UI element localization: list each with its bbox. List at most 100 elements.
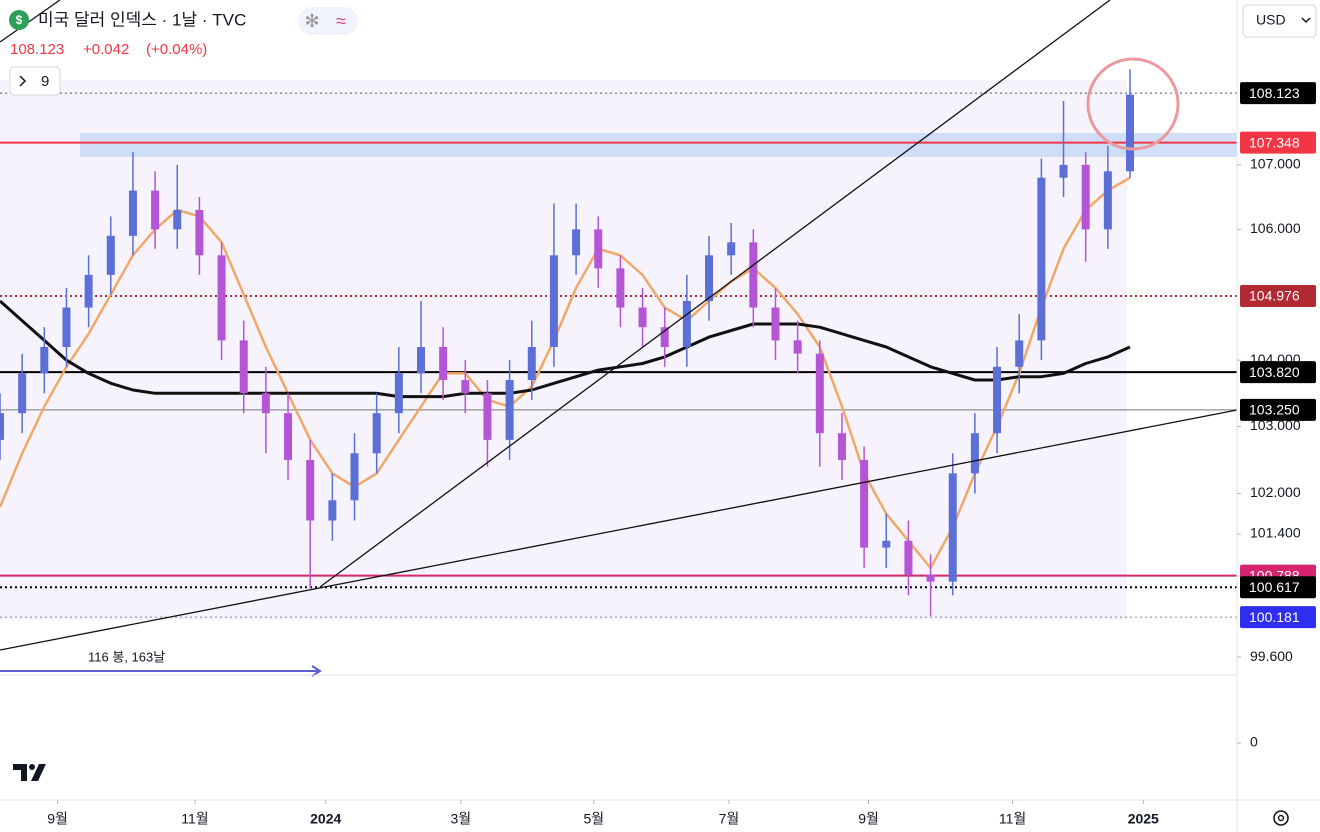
x-tick-label: 9월 bbox=[47, 811, 68, 827]
candle-body bbox=[572, 229, 581, 256]
y-tick-label: 99.600 bbox=[1250, 648, 1293, 664]
candle-body bbox=[638, 307, 647, 328]
band-fill bbox=[0, 80, 1127, 620]
candle-body bbox=[549, 255, 558, 347]
candle-body bbox=[128, 190, 137, 236]
candle-body bbox=[1037, 177, 1046, 341]
candle-body bbox=[461, 380, 470, 394]
candle-body bbox=[749, 242, 758, 308]
price-label-box bbox=[1240, 131, 1316, 154]
range-annotation: 116 봉, 163날 bbox=[88, 649, 165, 664]
x-tick-label: 7월 bbox=[719, 811, 740, 827]
indicator-count: 9 bbox=[41, 73, 49, 90]
candle-body bbox=[483, 393, 492, 440]
candle-body bbox=[727, 242, 736, 256]
logo-part bbox=[13, 764, 27, 781]
candle-body bbox=[1103, 171, 1112, 230]
candle-body bbox=[1126, 94, 1134, 172]
chart-title[interactable]: 미국 달러 인덱스 · 1날 · TVC bbox=[38, 10, 246, 29]
y-tick-label: 0 bbox=[1250, 734, 1258, 750]
candle-body bbox=[306, 459, 315, 521]
price-label: 103.820 bbox=[1249, 364, 1300, 380]
tv-logo[interactable] bbox=[13, 764, 46, 781]
x-tick-label: 2024 bbox=[310, 811, 341, 827]
price-label: 107.348 bbox=[1249, 134, 1300, 150]
symbol-icon[interactable] bbox=[9, 10, 29, 30]
highlight-circle bbox=[1086, 57, 1180, 151]
y-tick-label: 106.000 bbox=[1250, 220, 1301, 236]
candle-body bbox=[195, 209, 204, 256]
candle-body bbox=[505, 380, 514, 440]
settings-icon[interactable] bbox=[1273, 810, 1289, 826]
candle-body bbox=[1059, 164, 1068, 178]
price-change-pct: (+0.04%) bbox=[146, 41, 207, 58]
symbol-icon-glyph: $ bbox=[16, 13, 23, 27]
status-icon: ≈ bbox=[336, 11, 346, 31]
candle-body bbox=[1081, 164, 1090, 230]
candle-body bbox=[284, 413, 293, 460]
candle-body bbox=[970, 433, 979, 474]
candle-body bbox=[815, 353, 824, 434]
candle-body bbox=[793, 340, 802, 354]
x-tick-label: 2025 bbox=[1128, 811, 1159, 827]
candle-body bbox=[239, 340, 248, 394]
price-axis: 107.000106.000104.000103.000102.000101.4… bbox=[47, 82, 1316, 827]
candle-body bbox=[328, 500, 337, 521]
chevron-icon bbox=[19, 75, 27, 87]
candle-body bbox=[40, 346, 49, 374]
candle-body bbox=[882, 540, 891, 548]
currency-select[interactable] bbox=[1242, 4, 1317, 38]
candle-body bbox=[151, 190, 160, 230]
candle-body bbox=[439, 346, 448, 381]
y-tick-label: 102.000 bbox=[1250, 484, 1301, 500]
moving-average bbox=[0, 299, 1131, 399]
price-label-box bbox=[1240, 576, 1316, 599]
candle-body bbox=[106, 235, 115, 275]
price-label-box bbox=[1240, 82, 1316, 105]
y-tick-label: 101.400 bbox=[1250, 525, 1301, 541]
x-tick-label: 11월 bbox=[181, 811, 208, 827]
arrow-head bbox=[311, 665, 322, 677]
x-tick-label: 5월 bbox=[583, 811, 604, 827]
price-label: 100.617 bbox=[1249, 579, 1300, 595]
status-pill[interactable] bbox=[298, 7, 358, 35]
candle-body bbox=[416, 346, 425, 374]
price-label: 108.123 bbox=[1249, 85, 1300, 101]
candle-body bbox=[993, 366, 1002, 434]
x-tick-label: 9월 bbox=[858, 811, 879, 827]
candle-body bbox=[18, 373, 27, 414]
candle-body bbox=[860, 459, 869, 548]
candle-body bbox=[616, 268, 625, 308]
candle-body bbox=[904, 540, 913, 575]
price-label-box bbox=[1240, 398, 1316, 421]
candle-body bbox=[771, 307, 780, 341]
y-tick-label: 107.000 bbox=[1250, 156, 1301, 172]
price-label: 103.250 bbox=[1249, 402, 1300, 418]
indicator-toggle[interactable] bbox=[9, 66, 61, 96]
candle-body bbox=[926, 574, 935, 582]
candle-body bbox=[527, 346, 536, 381]
price-label-box bbox=[1240, 606, 1316, 629]
y-tick-label: 103.000 bbox=[1250, 417, 1301, 433]
settings-icon-core bbox=[1277, 814, 1285, 822]
status-icon: ✻ bbox=[304, 11, 319, 31]
price-change: +0.042 bbox=[83, 41, 129, 58]
price-label-box bbox=[1240, 285, 1316, 308]
price-label: 104.976 bbox=[1249, 288, 1300, 304]
candle-body bbox=[350, 453, 359, 501]
zone-highlight bbox=[80, 133, 1237, 157]
candle-body bbox=[1015, 340, 1024, 367]
price-label-box bbox=[1240, 361, 1316, 384]
candle-body bbox=[837, 433, 846, 460]
last-price: 108.123 bbox=[10, 41, 64, 58]
moving-average bbox=[0, 176, 1131, 570]
dropdown-icon bbox=[1301, 17, 1311, 24]
candle-body bbox=[62, 307, 71, 347]
x-tick-label: 3월 bbox=[451, 811, 472, 827]
candle-body bbox=[173, 209, 182, 230]
candle-body bbox=[594, 229, 603, 269]
currency-label: USD bbox=[1256, 12, 1286, 28]
candle-body bbox=[217, 255, 226, 341]
plot-area bbox=[0, 69, 1237, 618]
